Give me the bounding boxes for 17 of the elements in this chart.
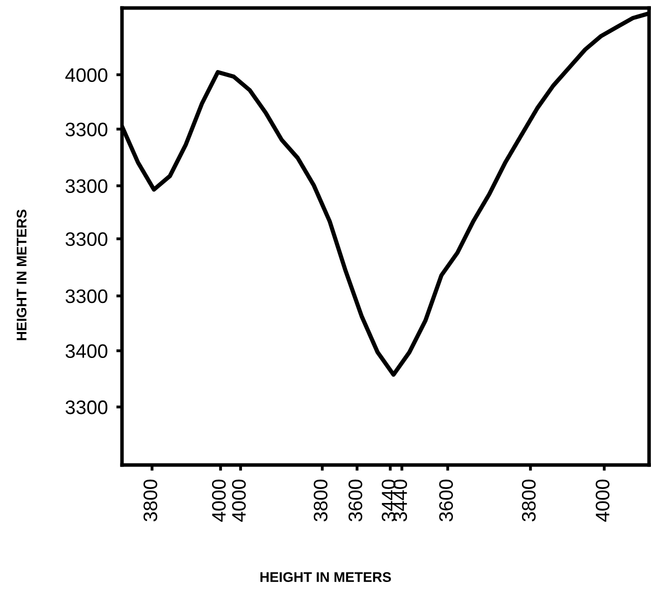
text: 3600 xyxy=(439,480,453,522)
text: 3300 xyxy=(66,122,108,136)
text: 3800 xyxy=(143,480,158,522)
text: 4000 xyxy=(232,480,246,522)
text: 3400 xyxy=(66,344,108,358)
text: 4000 xyxy=(596,480,610,522)
text: HEIGHT IN METERS xyxy=(16,210,27,340)
text: 3600 xyxy=(348,480,362,522)
text: 3300 xyxy=(66,232,108,246)
text: HEIGHT IN METERS xyxy=(260,572,391,582)
text: 3300 xyxy=(66,179,108,194)
text: 3800 xyxy=(522,480,536,522)
text: 3800 xyxy=(314,480,328,522)
text: 3300 xyxy=(66,400,108,414)
text: 4000 xyxy=(65,68,108,82)
text: 3300 xyxy=(66,289,108,304)
text: 4000 xyxy=(212,480,226,522)
